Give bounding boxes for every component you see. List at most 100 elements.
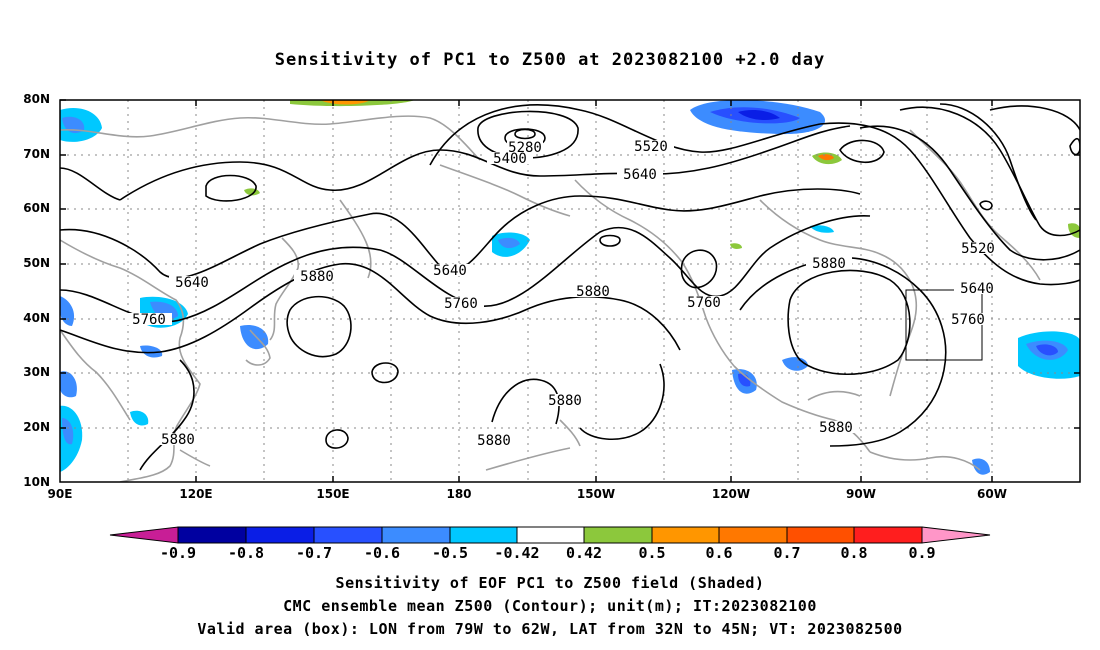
- contour-far-east-low: [979, 200, 993, 211]
- contour-5640-c: [60, 167, 121, 201]
- lon-label-180: 180: [446, 487, 472, 501]
- colorbar-label: -0.6: [363, 544, 401, 562]
- lat-label-80n: 80N: [23, 92, 50, 106]
- contour-labels: 5280 5400 5520 5640 5640 5640 5760 5880 …: [126, 139, 1001, 449]
- contour-5520-east: [859, 125, 1080, 261]
- caption-line-1: Sensitivity of EOF PC1 to Z500 field (Sh…: [335, 574, 765, 592]
- lon-label-90w: 90W: [846, 487, 876, 501]
- lon-label-60w: 60W: [977, 487, 1007, 501]
- colorbar-label: -0.42: [494, 544, 540, 562]
- contour-label: 5640: [433, 263, 467, 279]
- colorbar-cap-high: [921, 526, 991, 544]
- contour-5880-sub: [739, 257, 947, 447]
- lat-label-60n: 60N: [23, 201, 50, 215]
- shade-patch: [1068, 223, 1080, 238]
- colorbar-swatch: [245, 526, 315, 544]
- lon-label-90e: 90E: [47, 487, 73, 501]
- colorbar-swatch: [651, 526, 720, 544]
- contour-5520: [429, 104, 821, 166]
- shade-patch: [62, 418, 74, 445]
- shade-patch: [140, 345, 163, 358]
- contour-label: 5880: [812, 256, 846, 272]
- colorbar-swatch: [449, 526, 518, 544]
- contour-5880-small-2: [371, 362, 399, 384]
- colorbar-label: 0.7: [773, 544, 801, 562]
- colorbar-label: 0.6: [705, 544, 733, 562]
- contour-low-bering: [599, 234, 621, 247]
- shade-patch: [60, 296, 75, 326]
- caption-line-3: Valid area (box): LON from 79W to 62W, L…: [197, 620, 903, 638]
- contour-label: 5520: [961, 241, 995, 257]
- map-frame: [59, 99, 1081, 483]
- colorbar-label: -0.9: [159, 544, 197, 562]
- contour-5880-b: [139, 359, 195, 471]
- contour-5880-high-gom: [787, 269, 911, 375]
- shade-patch: [810, 225, 834, 233]
- colorbar-swatch: [177, 526, 247, 544]
- shade-patch: [498, 237, 520, 249]
- lat-label-70n: 70N: [23, 147, 50, 161]
- contour-label: 5880: [819, 420, 853, 436]
- colorbar-swatch: [583, 526, 653, 544]
- colorbar-label: -0.5: [431, 544, 469, 562]
- contour-label: 5880: [300, 269, 334, 285]
- colorbar-swatch: [786, 526, 855, 544]
- lat-label-50n: 50N: [23, 256, 50, 270]
- contour-arctic-low: [839, 139, 885, 164]
- contour-ne-lobe2: [1069, 137, 1080, 156]
- contour-ridge-e: [899, 106, 1080, 237]
- colorbar-label: 0.5: [638, 544, 666, 562]
- coastlines: [60, 115, 1041, 482]
- colorbar: [109, 526, 991, 544]
- contour-5880-closed-wpac: [286, 295, 352, 358]
- contour-label: 5640: [175, 275, 209, 291]
- shade-patch: [818, 154, 834, 161]
- lon-label-150w: 150W: [576, 487, 616, 501]
- axis-ticks: [60, 99, 1080, 482]
- colorbar-swatch: [718, 526, 788, 544]
- contour-label: 5880: [576, 284, 610, 300]
- colorbar-label: 0.9: [908, 544, 936, 562]
- shade-patch: [738, 110, 780, 120]
- contour-label: 5760: [444, 296, 478, 312]
- colorbar-label: 0.8: [840, 544, 868, 562]
- contour-5880-a: [60, 263, 681, 354]
- colorbar-label: 0.42: [565, 544, 603, 562]
- contour-label: 5400: [493, 151, 527, 167]
- contour-5760: [60, 215, 871, 323]
- contour-5640-east: [819, 122, 1080, 286]
- contour-low-west: [205, 174, 257, 202]
- colorbar-swatch: [381, 526, 451, 544]
- shade-patch: [1036, 344, 1058, 356]
- contour-5280-inner: [514, 128, 536, 140]
- lon-label-120w: 120W: [711, 487, 751, 501]
- plot-title: Sensitivity of PC1 to Z500 at 2023082100…: [274, 50, 826, 70]
- contour-low-gulf: [680, 249, 718, 289]
- shade-patch: [62, 116, 85, 134]
- colorbar-label: -0.7: [295, 544, 333, 562]
- lat-label-10n: 10N: [23, 475, 50, 489]
- contour-label: 5880: [477, 433, 511, 449]
- contour-label: 5760: [951, 312, 985, 328]
- shade-patch: [972, 458, 990, 475]
- contour-label: 5760: [132, 312, 166, 328]
- contour-label: 5520: [634, 139, 668, 155]
- shade-patch: [730, 243, 742, 249]
- colorbar-swatch: [516, 526, 585, 544]
- contour-label: 5880: [548, 393, 582, 409]
- contour-5880-small-1: [325, 429, 349, 449]
- contour-label: 5880: [161, 432, 195, 448]
- shade-patch: [130, 410, 149, 426]
- contour-label: 5640: [960, 281, 994, 297]
- lon-label-120e: 120E: [179, 487, 213, 501]
- colorbar-swatch: [853, 526, 923, 544]
- colorbar-label: -0.8: [227, 544, 265, 562]
- shade-patch: [60, 371, 77, 398]
- contour-ne-lobe: [989, 105, 1080, 131]
- colorbar-cap-low: [109, 526, 179, 544]
- contour-label: 5640: [623, 167, 657, 183]
- lon-label-150e: 150E: [316, 487, 350, 501]
- caption-line-2: CMC ensemble mean Z500 (Contour); unit(m…: [283, 597, 817, 615]
- contour-5880-d: [579, 363, 665, 441]
